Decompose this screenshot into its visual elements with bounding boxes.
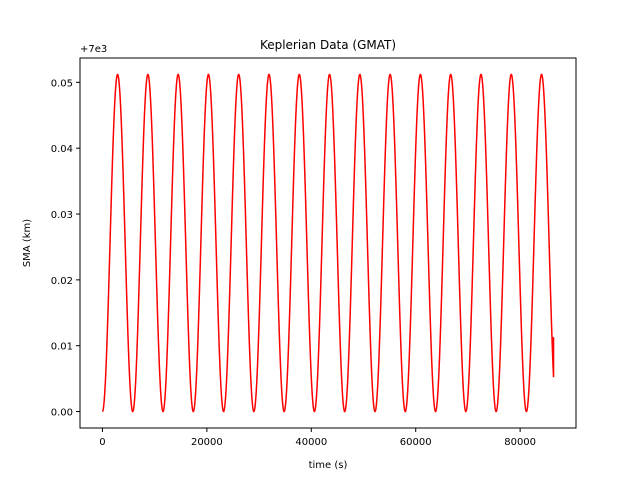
chart-title: Keplerian Data (GMAT) [260, 38, 396, 52]
axes-frame [79, 57, 577, 429]
x-tick-label: 60000 [400, 437, 432, 448]
y-tick-label: 0.00 [51, 408, 73, 419]
x-tick-label: 40000 [295, 437, 327, 448]
y-axis: 0.00 0.01 0.02 0.03 0.04 0.05 [51, 78, 80, 419]
x-tick-label: 20000 [191, 437, 223, 448]
y-tick-label: 0.01 [51, 342, 73, 353]
plot-area [79, 57, 577, 429]
y-tick-label: 0.05 [51, 78, 73, 89]
y-axis-label: SMA (km) [22, 219, 33, 267]
x-axis: 0 20000 40000 60000 80000 [99, 428, 536, 448]
sma-series-line [101, 73, 555, 413]
y-tick-label: 0.03 [51, 210, 73, 221]
y-tick-label: 0.04 [51, 144, 73, 155]
x-axis-label: time (s) [309, 460, 348, 471]
x-tick-label: 80000 [504, 437, 536, 448]
x-tick-label: 0 [99, 437, 105, 448]
y-tick-label: 0.02 [51, 276, 73, 287]
y-offset-label: +7e3 [80, 44, 107, 55]
